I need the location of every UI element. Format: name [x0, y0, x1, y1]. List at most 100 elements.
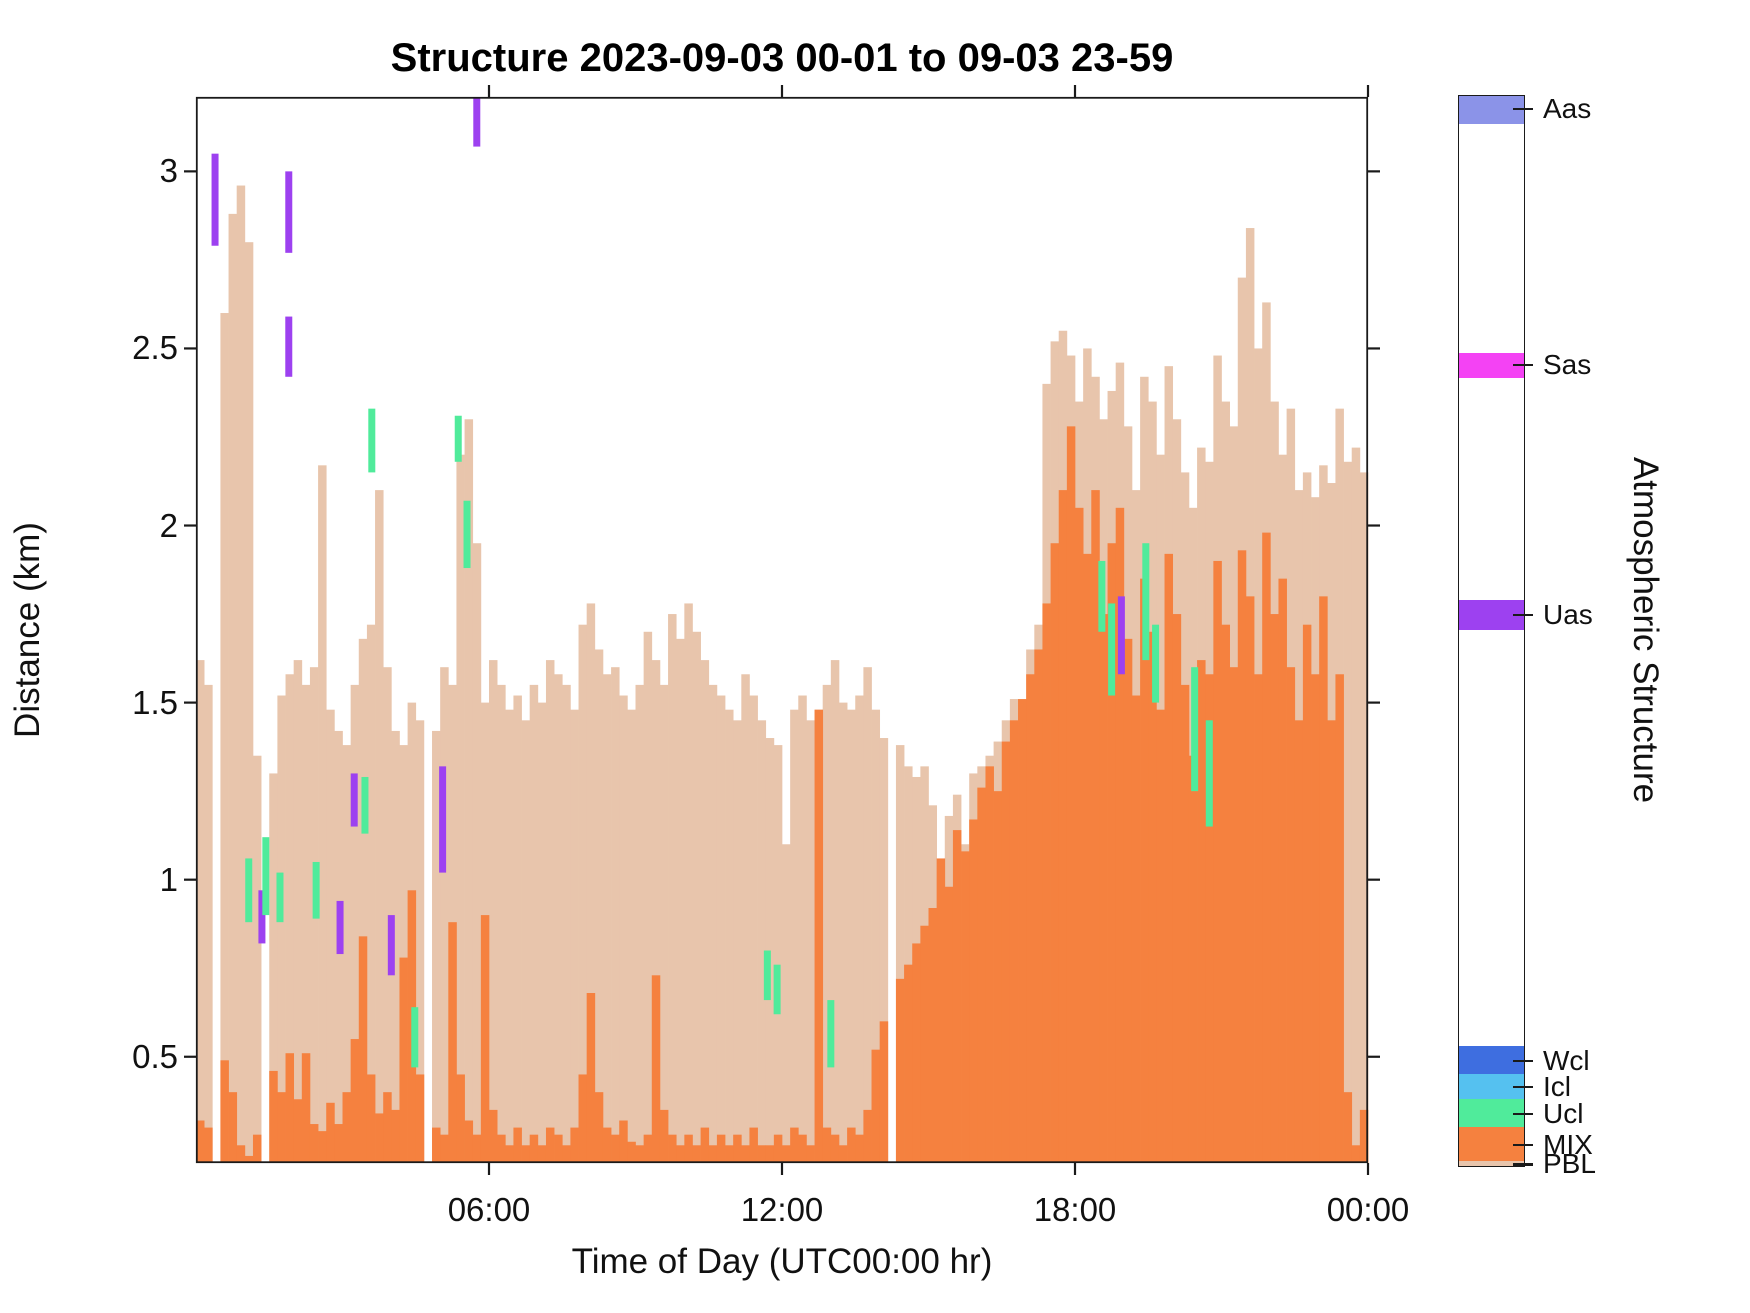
bar-pbl — [692, 631, 701, 1163]
bar-mix — [1042, 603, 1051, 1163]
segment-ucl — [312, 861, 320, 919]
colorbar-tick — [1513, 1163, 1533, 1166]
bar-mix — [1335, 674, 1344, 1163]
bar-pbl — [326, 709, 335, 1163]
y-tick-label: 2.5 — [132, 329, 178, 367]
bar-mix — [765, 1145, 775, 1163]
bar-pbl — [285, 674, 295, 1163]
bar-mix — [1343, 1092, 1353, 1163]
bar-pbl — [554, 674, 563, 1163]
bar-pbl — [505, 709, 514, 1163]
bar-mix — [309, 1124, 319, 1163]
bar-mix — [513, 1127, 522, 1163]
bar-mix — [627, 1141, 636, 1163]
bar-mix — [944, 886, 954, 1163]
bar-mix — [708, 1145, 718, 1163]
segment-ucl — [276, 872, 284, 923]
bar-mix — [733, 1134, 742, 1163]
bar-mix — [277, 1092, 286, 1163]
bar-pbl — [391, 730, 400, 1163]
y-tick-label: 1.5 — [132, 683, 178, 721]
bar-mix — [659, 1109, 669, 1163]
bar-mix — [1254, 674, 1263, 1163]
bar-mix — [920, 925, 929, 1163]
x-tick-label: 12:00 — [740, 1191, 824, 1228]
bar-mix — [529, 1134, 539, 1163]
bar-pbl — [733, 720, 742, 1163]
bar-mix — [676, 1145, 685, 1163]
bar-mix — [489, 1109, 498, 1163]
segment-ucl — [773, 964, 781, 1015]
segment-uas — [439, 766, 447, 873]
segment-ucl — [463, 500, 471, 569]
bar-mix — [952, 830, 962, 1163]
bar-mix — [1294, 720, 1304, 1163]
bar-mix — [545, 1127, 555, 1163]
bar-mix — [383, 1092, 392, 1163]
bar-mix — [366, 1074, 376, 1163]
bar-mix — [342, 1092, 351, 1163]
bar-mix — [293, 1099, 303, 1163]
plot-area — [184, 85, 1380, 1175]
bar-mix — [1245, 596, 1255, 1163]
segment-uas — [336, 900, 344, 955]
y-tick-label: 2 — [159, 506, 178, 544]
bar-mix — [1205, 674, 1214, 1163]
bar-mix — [586, 993, 596, 1163]
bar-mix — [798, 1134, 807, 1163]
bar-pbl — [879, 738, 889, 1163]
bar-pbl — [456, 454, 465, 1163]
bar-mix — [871, 1049, 881, 1163]
y-tick-label: 3 — [159, 152, 178, 190]
bar-mix — [1107, 543, 1117, 1163]
bar-mix — [977, 787, 986, 1163]
bar-mix — [505, 1145, 514, 1163]
bar-pbl — [570, 709, 579, 1163]
bar-mix — [1270, 614, 1279, 1163]
bar-pbl — [790, 709, 799, 1163]
colorbar-label-pbl: PBL — [1543, 1148, 1596, 1180]
bar-pbl — [895, 745, 905, 1163]
bar-mix — [1075, 507, 1084, 1163]
chart-title: Structure 2023-09-03 00-01 to 09-03 23-5… — [390, 36, 1174, 80]
bar-mix — [668, 1134, 677, 1163]
bar-pbl — [716, 695, 726, 1163]
bar-pbl — [375, 490, 384, 1163]
bar-pbl — [358, 638, 368, 1163]
bar-mix — [1058, 490, 1068, 1163]
y-tick-label: 1 — [159, 860, 178, 898]
bar-mix — [472, 1134, 482, 1163]
bar-pbl — [415, 720, 425, 1163]
bar-mix — [196, 1120, 205, 1163]
bar-pbl — [472, 543, 482, 1163]
bar-pbl — [269, 773, 278, 1163]
bar-pbl — [586, 603, 596, 1163]
bar-mix — [684, 1134, 693, 1163]
segment-ucl — [454, 415, 462, 462]
bar-mix — [1221, 624, 1230, 1163]
bar-mix — [594, 1092, 604, 1163]
bar-mix — [1237, 550, 1247, 1163]
bar-mix — [326, 1102, 335, 1163]
bar-pbl — [578, 624, 588, 1163]
bar-mix — [578, 1074, 588, 1163]
segment-ucl — [361, 776, 369, 834]
bar-mix — [1311, 674, 1320, 1163]
bar-pbl — [725, 709, 734, 1163]
colorbar-tick — [1513, 1112, 1533, 1116]
bar-pbl — [871, 709, 881, 1163]
segment-ucl — [245, 858, 253, 923]
bar-mix — [440, 1134, 449, 1163]
bar-mix — [269, 1070, 278, 1163]
segment-ucl — [262, 837, 270, 916]
bar-mix — [928, 908, 937, 1163]
bar-mix — [700, 1127, 710, 1163]
bar-pbl — [383, 667, 392, 1163]
bar-mix — [879, 1021, 889, 1163]
bar-pbl — [220, 313, 229, 1163]
bar-mix — [521, 1145, 531, 1163]
bar-mix — [1001, 741, 1011, 1163]
bar-mix — [635, 1145, 644, 1163]
bar-pbl — [627, 709, 636, 1163]
bar-mix — [806, 1145, 815, 1163]
